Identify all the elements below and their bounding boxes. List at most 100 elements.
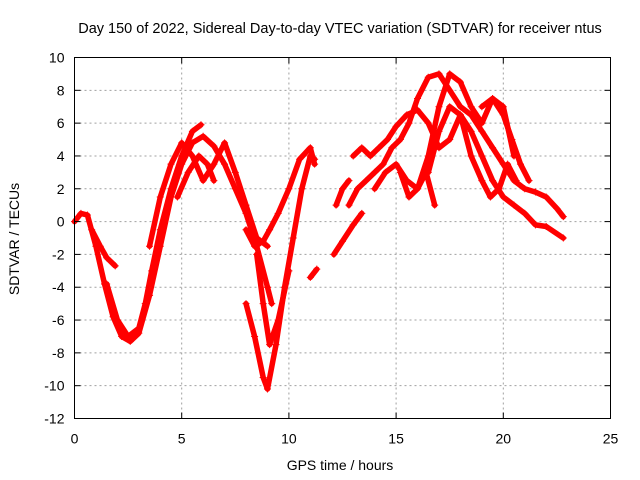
x-tick-label: 5 — [178, 431, 186, 447]
data-point-marker — [456, 111, 464, 119]
data-point-marker — [311, 155, 319, 163]
data-point-marker — [210, 142, 218, 150]
data-point-marker — [184, 168, 192, 176]
data-point-marker — [103, 280, 111, 288]
data-point-marker — [167, 160, 175, 168]
x-tick-labels: 0 5 10 15 20 25 — [71, 431, 619, 447]
data-point-marker — [148, 267, 156, 275]
data-point-marker — [210, 177, 218, 185]
data-point-marker — [499, 111, 507, 119]
data-point-marker — [489, 95, 497, 103]
data-point-marker — [289, 234, 297, 242]
data-point-marker — [251, 332, 259, 340]
plot-frame — [74, 57, 611, 419]
data-point-marker — [489, 144, 497, 152]
y-tick-label: 6 — [57, 115, 65, 131]
data-point-marker — [268, 300, 276, 308]
data-point-marker — [435, 70, 443, 78]
data-point-marker — [435, 103, 443, 111]
x-tick-label: 20 — [496, 431, 512, 447]
data-point-marker — [111, 262, 119, 270]
data-point-marker — [392, 122, 400, 130]
data-point-marker — [266, 226, 274, 234]
data-point-marker — [358, 144, 366, 152]
data-point-marker — [414, 95, 422, 103]
data-point-marker — [446, 136, 454, 144]
data-point-marker — [77, 209, 85, 217]
x-axis-label: GPS time / hours — [287, 457, 394, 473]
ticks — [74, 57, 611, 419]
data-point-marker — [210, 160, 218, 168]
series-trace-3 — [88, 226, 119, 270]
data-point-marker — [362, 177, 370, 185]
data-point-marker — [251, 242, 259, 250]
data-point-marker — [173, 193, 181, 201]
series-trace-17 — [478, 95, 533, 185]
data-point-marker — [96, 242, 104, 250]
data-point-marker — [349, 221, 357, 229]
series-line — [88, 227, 118, 269]
data-point-marker — [242, 300, 250, 308]
data-point-marker — [414, 106, 422, 114]
data-point-marker — [456, 103, 464, 111]
data-point-marker — [339, 185, 346, 193]
x-tick-label: 15 — [388, 431, 404, 447]
series-trace-13 — [349, 106, 567, 242]
data-point-marker — [478, 103, 486, 111]
data-point-marker — [384, 136, 392, 144]
data-point-marker — [446, 86, 454, 94]
data-point-marker — [231, 185, 239, 193]
y-tick-label: 4 — [57, 148, 65, 164]
data-point-marker — [298, 185, 306, 193]
data-point-marker — [266, 341, 274, 349]
data-point-marker — [296, 155, 304, 163]
data-point-marker — [403, 111, 411, 119]
data-point-marker — [195, 152, 203, 160]
data-point-marker — [510, 201, 518, 209]
data-point-marker — [424, 119, 432, 127]
data-point-marker — [242, 226, 250, 234]
data-point-marker — [141, 300, 149, 308]
series-trace-9 — [306, 265, 321, 281]
data-point-marker — [203, 160, 211, 168]
data-point-marker — [435, 127, 443, 135]
data-point-marker — [542, 223, 550, 231]
y-tick-label: 2 — [57, 181, 65, 197]
y-tick-label: 10 — [49, 50, 65, 66]
data-point-marker — [512, 177, 520, 185]
data-point-marker — [178, 152, 186, 160]
series-line — [71, 133, 275, 345]
data-point-marker — [388, 144, 396, 152]
data-point-marker — [199, 132, 207, 140]
data-point-marker — [113, 316, 121, 324]
data-point-marker — [521, 209, 529, 217]
series-trace-4 — [103, 121, 205, 340]
series-line — [243, 153, 318, 392]
data-point-marker — [508, 136, 516, 144]
data-point-marker — [178, 139, 186, 147]
x-tick-label: 25 — [603, 431, 619, 447]
series-trace-16 — [424, 103, 520, 201]
data-point-marker — [489, 177, 497, 185]
data-point-marker — [542, 193, 550, 201]
data-point-marker — [156, 193, 164, 201]
data-point-marker — [272, 341, 280, 349]
data-point-marker — [263, 283, 271, 291]
data-point-marker — [188, 127, 196, 135]
data-point-marker — [478, 152, 486, 160]
y-tick-label: -2 — [52, 246, 65, 262]
data-point-marker — [274, 316, 282, 324]
data-point-marker — [499, 193, 507, 201]
data-point-marker — [330, 250, 338, 258]
series-trace-10 — [330, 209, 366, 258]
data-point-marker — [274, 209, 282, 217]
data-point-marker — [553, 204, 561, 212]
data-point-marker — [446, 70, 454, 78]
series-group — [71, 70, 567, 393]
data-point-marker — [516, 160, 524, 168]
data-point-marker — [371, 168, 379, 176]
series-line — [333, 177, 352, 208]
y-tick-label: 0 — [57, 214, 65, 230]
data-point-marker — [525, 177, 533, 185]
data-point-marker — [467, 152, 475, 160]
